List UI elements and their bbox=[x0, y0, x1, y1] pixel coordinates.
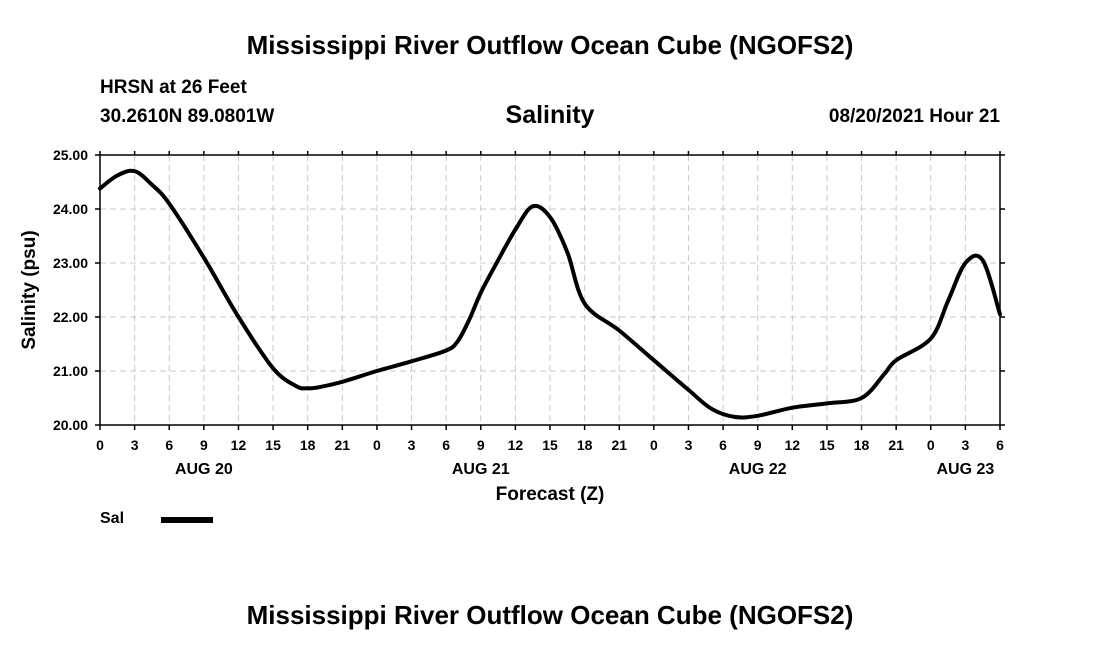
x-tick-label: 21 bbox=[611, 437, 627, 453]
x-tick-label: 18 bbox=[577, 437, 593, 453]
x-tick-label: 3 bbox=[408, 437, 416, 453]
x-tick-label: 18 bbox=[300, 437, 316, 453]
y-tick-label: 23.00 bbox=[53, 255, 88, 271]
x-tick-label: 6 bbox=[996, 437, 1004, 453]
x-tick-label: 9 bbox=[754, 437, 762, 453]
x-tick-label: 21 bbox=[335, 437, 351, 453]
x-tick-label: 9 bbox=[200, 437, 208, 453]
y-tick-label: 20.00 bbox=[53, 417, 88, 433]
x-date-label: AUG 21 bbox=[452, 461, 510, 478]
legend-label: Sal bbox=[100, 510, 125, 527]
y-tick-label: 21.00 bbox=[53, 363, 88, 379]
x-tick-label: 12 bbox=[231, 437, 247, 453]
y-tick-label: 25.00 bbox=[53, 147, 88, 163]
footer-title: Mississippi River Outflow Ocean Cube (NG… bbox=[246, 600, 854, 630]
x-tick-label: 0 bbox=[373, 437, 381, 453]
x-tick-label: 0 bbox=[96, 437, 104, 453]
y-tick-label: 22.00 bbox=[53, 309, 88, 325]
x-tick-label: 3 bbox=[961, 437, 969, 453]
y-tick-label: 24.00 bbox=[53, 201, 88, 217]
axis-ticks bbox=[95, 151, 1005, 430]
x-date-label: AUG 22 bbox=[729, 461, 787, 478]
x-tick-label: 3 bbox=[131, 437, 139, 453]
salinity-series-line bbox=[98, 168, 1002, 420]
x-tick-label: 21 bbox=[888, 437, 904, 453]
grid-lines bbox=[99, 154, 1001, 426]
x-axis-label: Forecast (Z) bbox=[496, 484, 605, 505]
x-tick-label: 6 bbox=[165, 437, 173, 453]
station-label: HRSN at 26 Feet bbox=[100, 77, 247, 98]
x-tick-label: 18 bbox=[854, 437, 870, 453]
variable-title: Salinity bbox=[505, 101, 595, 129]
run-time-label: 08/20/2021 Hour 21 bbox=[828, 106, 1000, 127]
x-tick-label: 0 bbox=[650, 437, 658, 453]
x-date-label: AUG 23 bbox=[936, 461, 994, 478]
x-tick-label: 9 bbox=[477, 437, 485, 453]
station-coordinates: 30.2610N 89.0801W bbox=[100, 106, 275, 127]
axis-labels: 20.00 21.00 22.00 23.00 24.00 25.00 0 3 6 9 12 15 18… bbox=[53, 147, 1004, 478]
x-tick-label: 12 bbox=[785, 437, 801, 453]
chart-title: Mississippi River Outflow Ocean Cube (NG… bbox=[246, 30, 854, 60]
legend-swatch bbox=[161, 517, 213, 523]
x-tick-label: 6 bbox=[442, 437, 450, 453]
x-tick-label: 3 bbox=[685, 437, 693, 453]
x-tick-label: 12 bbox=[508, 437, 524, 453]
x-tick-label: 0 bbox=[927, 437, 935, 453]
x-date-label: AUG 20 bbox=[175, 461, 233, 478]
x-tick-label: 15 bbox=[819, 437, 835, 453]
y-axis-label: Salinity (psu) bbox=[19, 230, 40, 349]
x-tick-label: 6 bbox=[719, 437, 727, 453]
x-tick-label: 15 bbox=[265, 437, 281, 453]
x-tick-label: 15 bbox=[542, 437, 558, 453]
